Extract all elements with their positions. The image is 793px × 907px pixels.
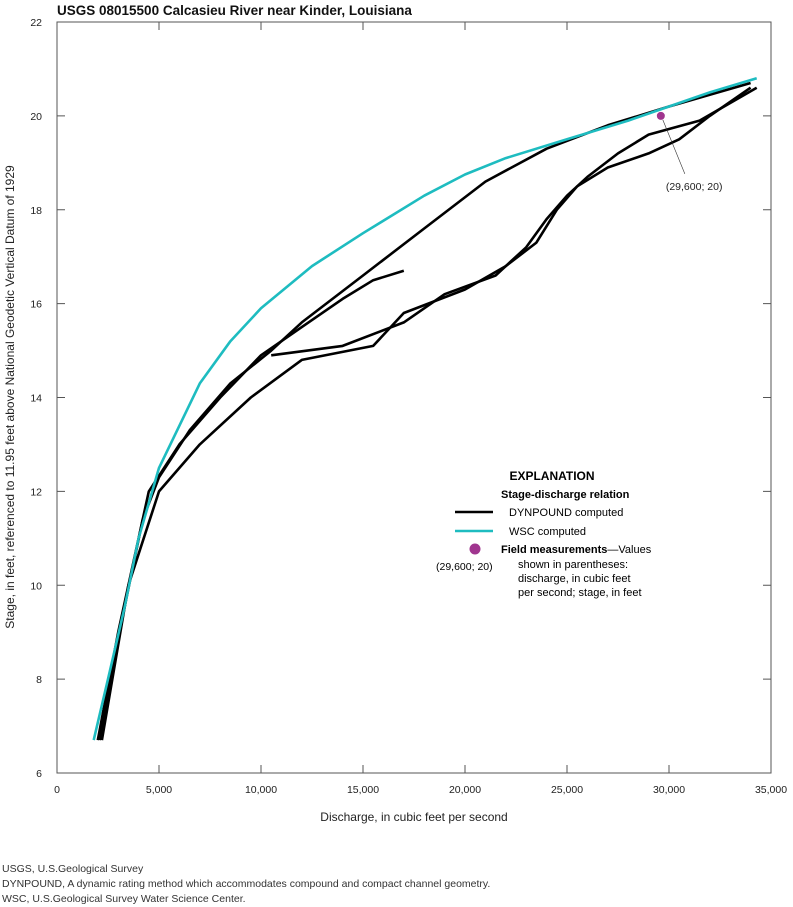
x-tick-label: 35,000: [755, 784, 787, 796]
y-tick-label: 10: [30, 580, 42, 592]
legend-subheading: Stage-discharge relation: [501, 489, 630, 501]
plot-frame: [56, 21, 772, 774]
y-tick-label: 20: [30, 111, 42, 123]
y-tick-label: 6: [36, 768, 42, 780]
x-axis-label: Discharge, in cubic feet per second: [320, 810, 507, 824]
y-axis-label: Stage, in feet, referenced to 11.95 feet…: [3, 165, 17, 629]
y-tick-label: 12: [30, 486, 42, 498]
x-tick-label: 15,000: [347, 784, 379, 796]
x-tick-label: 25,000: [551, 784, 583, 796]
series-dynpound-line-3: [100, 86, 752, 741]
legend: EXPLANATION Stage-discharge relation DYN…: [436, 469, 652, 599]
y-tick-label: 8: [36, 674, 42, 686]
legend-field-line3: discharge, in cubic feet: [518, 573, 631, 585]
footnote-wsc: WSC, U.S.Geological Survey Water Science…: [2, 893, 246, 905]
footnote-usgs: USGS, U.S.Geological Survey: [2, 863, 144, 875]
y-tick-label: 18: [30, 205, 42, 217]
chart-title: USGS 08015500 Calcasieu River near Kinde…: [57, 3, 412, 18]
legend-item-dynpound: DYNPOUND computed: [509, 507, 623, 519]
legend-heading: EXPLANATION: [509, 469, 594, 483]
x-tick-label: 10,000: [245, 784, 277, 796]
series-wsc-line: [92, 77, 758, 741]
footnote-dynpound: DYNPOUND, A dynamic rating method which …: [2, 878, 491, 890]
series-dynpound-line-2: [98, 81, 751, 741]
y-tick-label: 14: [30, 393, 42, 405]
x-tick-label: 0: [54, 784, 60, 796]
field-measurement-leader: [662, 119, 686, 174]
series-dynpound-line-4: [271, 86, 758, 357]
legend-field-line2: shown in parentheses:: [518, 559, 628, 571]
x-tick-label: 20,000: [449, 784, 481, 796]
x-tick-label: 5,000: [146, 784, 172, 796]
field-measurement-label: (29,600; 20): [666, 181, 723, 193]
x-tick-label: 30,000: [653, 784, 685, 796]
y-tick-label: 16: [30, 299, 42, 311]
legend-field-marker: [469, 543, 481, 555]
legend-field-example: (29,600; 20): [436, 561, 493, 573]
legend-field-line1: Field measurements—Values: [501, 544, 652, 556]
field-measurement-point: [656, 111, 665, 120]
y-tick-label: 22: [30, 17, 42, 29]
legend-item-wsc: WSC computed: [509, 526, 586, 538]
legend-field-line4: per second; stage, in feet: [518, 587, 642, 599]
